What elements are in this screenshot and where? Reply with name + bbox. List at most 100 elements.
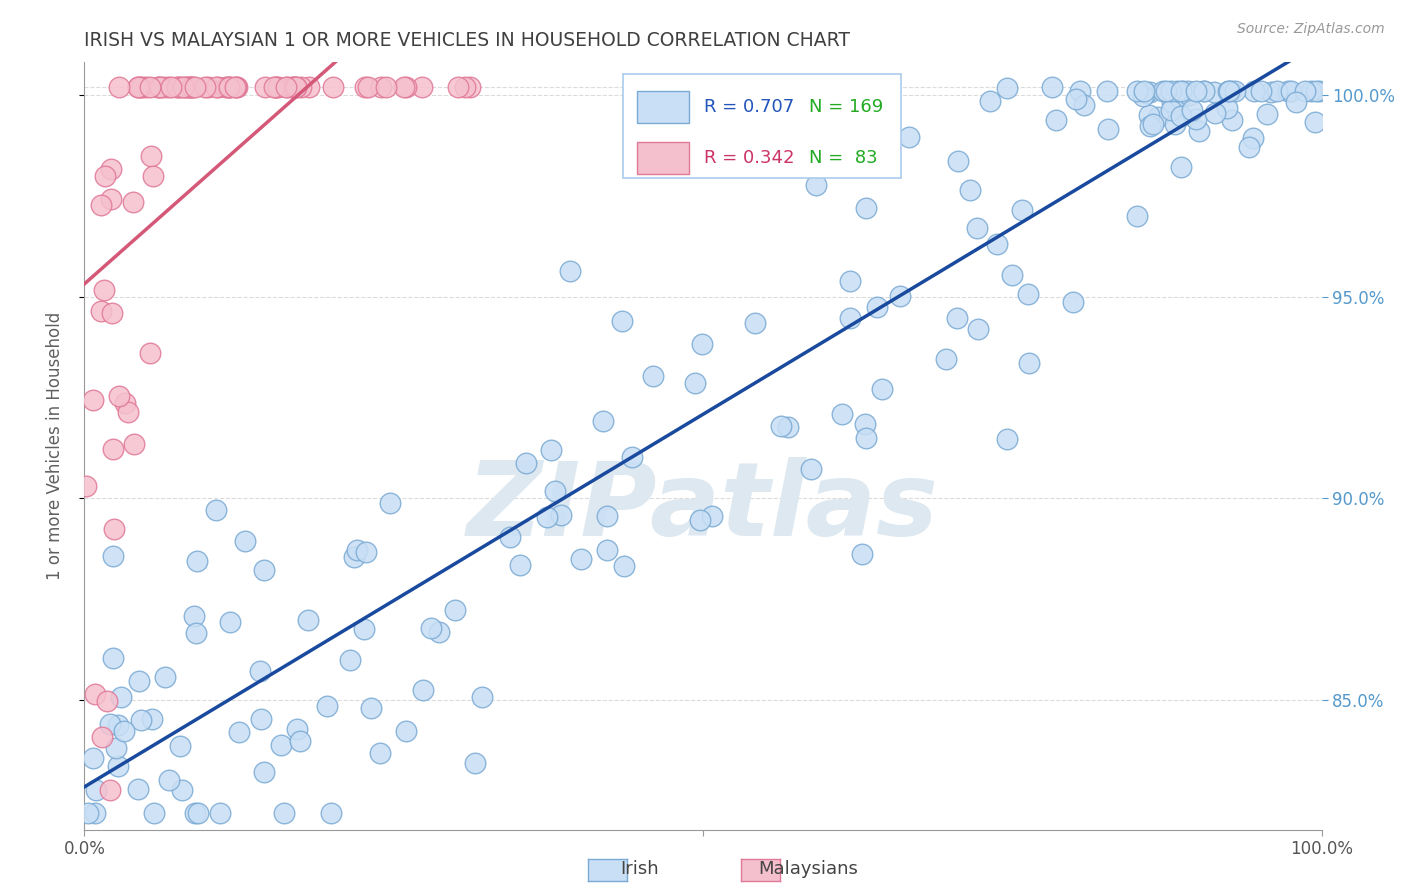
Point xyxy=(149,79,172,94)
Point xyxy=(613,558,636,573)
Point xyxy=(139,346,162,360)
Point xyxy=(1250,84,1272,98)
Point xyxy=(360,701,382,715)
Point xyxy=(354,79,377,94)
Point xyxy=(550,508,572,522)
Point xyxy=(1192,84,1215,98)
Point xyxy=(499,531,522,545)
Point xyxy=(596,508,619,523)
Point xyxy=(139,79,162,94)
Point xyxy=(93,169,115,183)
Point xyxy=(166,79,188,94)
Point xyxy=(169,739,191,754)
Point xyxy=(219,615,242,630)
Point xyxy=(1160,103,1182,118)
Point xyxy=(82,751,104,765)
Point xyxy=(966,221,988,235)
Point xyxy=(540,442,562,457)
Point xyxy=(183,609,205,624)
Point xyxy=(103,522,125,536)
Point xyxy=(93,283,115,297)
Point xyxy=(1219,84,1241,98)
Point xyxy=(264,79,287,94)
Point xyxy=(141,149,163,163)
Point xyxy=(253,563,276,577)
Text: Source: ZipAtlas.com: Source: ZipAtlas.com xyxy=(1237,22,1385,37)
Point xyxy=(121,194,143,209)
Point xyxy=(131,79,153,94)
Point xyxy=(855,201,877,215)
Point xyxy=(447,79,470,94)
Point xyxy=(1170,160,1192,174)
Text: Malaysians: Malaysians xyxy=(758,860,859,878)
Point xyxy=(1001,268,1024,283)
Point xyxy=(84,806,107,821)
Point xyxy=(1202,85,1225,99)
Point xyxy=(1139,85,1161,99)
Point xyxy=(838,311,860,326)
Point xyxy=(276,79,298,94)
Point xyxy=(284,79,307,94)
Point xyxy=(689,513,711,527)
Point xyxy=(184,626,207,640)
Point xyxy=(218,79,240,94)
Point xyxy=(117,404,139,418)
Point xyxy=(84,687,107,701)
Text: R = 0.342: R = 0.342 xyxy=(704,149,794,168)
Point xyxy=(804,178,827,192)
Point xyxy=(157,773,180,788)
Point xyxy=(103,549,125,563)
Point xyxy=(1168,91,1191,105)
Point xyxy=(1188,124,1211,138)
Point xyxy=(90,304,112,318)
Point xyxy=(1147,110,1170,124)
Point xyxy=(107,758,129,772)
Point xyxy=(1170,84,1192,98)
Point xyxy=(1126,209,1149,223)
Point xyxy=(1066,92,1088,106)
Point xyxy=(172,79,194,94)
Point xyxy=(209,806,232,821)
Point xyxy=(90,730,112,744)
Point xyxy=(1018,356,1040,370)
Point xyxy=(1126,84,1149,98)
Point xyxy=(280,79,302,94)
Point xyxy=(339,652,361,666)
Point xyxy=(1305,84,1327,98)
Point xyxy=(110,690,132,704)
Text: Irish: Irish xyxy=(620,860,659,878)
Point xyxy=(1181,103,1204,117)
Point xyxy=(1161,95,1184,110)
Point xyxy=(290,79,312,94)
Point xyxy=(1132,84,1154,98)
Point xyxy=(128,674,150,689)
Point xyxy=(98,783,121,797)
Point xyxy=(122,437,145,451)
Point xyxy=(129,714,152,728)
Point xyxy=(103,442,125,456)
Point xyxy=(197,79,219,94)
Point xyxy=(267,79,290,94)
Point xyxy=(596,543,619,558)
FancyBboxPatch shape xyxy=(623,74,901,178)
Point xyxy=(225,79,247,94)
Point xyxy=(218,79,240,94)
Point xyxy=(411,79,433,94)
Point xyxy=(460,79,482,94)
Point xyxy=(1045,112,1067,127)
Point xyxy=(395,723,418,738)
Point xyxy=(995,81,1018,95)
Point xyxy=(179,79,201,94)
Point xyxy=(1303,115,1326,129)
Point xyxy=(96,694,118,708)
Point xyxy=(100,306,122,320)
Point xyxy=(1218,84,1240,98)
Point xyxy=(153,670,176,684)
Point xyxy=(107,718,129,732)
Point xyxy=(776,419,799,434)
Point xyxy=(194,79,217,94)
Point xyxy=(1267,84,1289,98)
Point xyxy=(1260,86,1282,100)
Point xyxy=(276,79,298,94)
Point xyxy=(353,622,375,636)
